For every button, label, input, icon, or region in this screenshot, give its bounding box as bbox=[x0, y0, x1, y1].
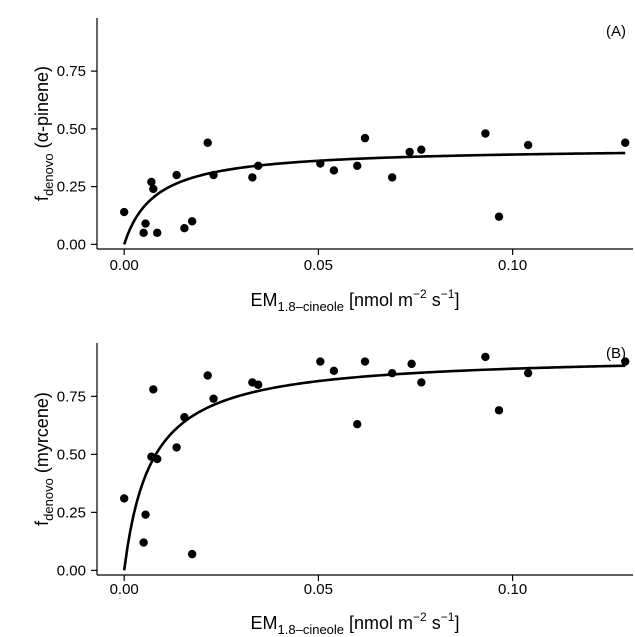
data-point bbox=[180, 413, 189, 422]
data-point bbox=[387, 368, 397, 378]
data-point bbox=[253, 161, 263, 171]
y-tick-label: 0.25 bbox=[57, 179, 86, 196]
x-tick-label: 0.00 bbox=[110, 257, 139, 274]
data-point bbox=[523, 368, 533, 378]
data-point bbox=[329, 366, 339, 376]
y-tick-label: 0.75 bbox=[57, 388, 86, 405]
data-point bbox=[360, 133, 370, 143]
x-tick-label: 0.10 bbox=[498, 257, 527, 274]
data-point bbox=[407, 359, 416, 369]
data-point bbox=[172, 443, 181, 452]
data-point bbox=[187, 217, 197, 226]
data-point bbox=[329, 166, 339, 175]
data-point bbox=[494, 212, 504, 221]
fit-curve bbox=[122, 151, 626, 245]
data-point bbox=[253, 380, 263, 389]
y-tick-label: 0.00 bbox=[57, 562, 86, 579]
data-point bbox=[139, 538, 148, 547]
data-point bbox=[119, 494, 129, 503]
data-point bbox=[141, 510, 150, 519]
x-tick-label: 0.00 bbox=[110, 581, 139, 598]
data-point bbox=[119, 207, 129, 217]
y-tick-label: 0.50 bbox=[57, 121, 86, 138]
x-axis-title: EM1.8–cineole [nmol m−2 s−1] bbox=[251, 287, 460, 314]
data-point bbox=[139, 228, 148, 238]
y-tick-label: 0.00 bbox=[57, 236, 86, 253]
data-point bbox=[141, 219, 150, 228]
data-point bbox=[494, 406, 504, 415]
data-point bbox=[481, 352, 490, 362]
data-point bbox=[353, 161, 362, 171]
y-axis-title: fdenovo (myrcene) bbox=[32, 392, 56, 526]
data-point bbox=[149, 385, 158, 394]
data-point bbox=[621, 138, 630, 147]
data-point bbox=[387, 173, 397, 182]
y-tick-label: 0.50 bbox=[57, 446, 86, 463]
x-axis-title: EM1.8–cineole [nmol m−2 s−1] bbox=[251, 610, 460, 637]
panel-label: (A) bbox=[606, 23, 626, 40]
data-point bbox=[481, 129, 490, 138]
x-tick-label: 0.05 bbox=[304, 257, 333, 274]
data-point bbox=[172, 170, 181, 180]
data-point bbox=[417, 145, 426, 154]
fit-curve bbox=[122, 364, 626, 571]
data-point bbox=[405, 147, 414, 157]
data-point bbox=[149, 184, 158, 194]
data-point bbox=[203, 138, 212, 147]
data-point bbox=[180, 224, 189, 233]
data-point bbox=[203, 371, 212, 380]
y-tick-label: 0.75 bbox=[57, 63, 86, 80]
x-tick-label: 0.05 bbox=[304, 581, 333, 598]
data-point bbox=[248, 173, 257, 182]
y-tick-label: 0.25 bbox=[57, 504, 86, 521]
data-point bbox=[360, 357, 370, 366]
panel-b: 0.00 0.25 0.50 0.75 0.00 0.05 0.10 EM1.8–cineol… bbox=[32, 343, 633, 637]
data-point bbox=[209, 394, 218, 403]
panel-label: (B) bbox=[606, 345, 626, 362]
y-axis-title: fdenovo (α-pinene) bbox=[32, 66, 56, 201]
data-point bbox=[147, 177, 156, 187]
data-point bbox=[187, 549, 197, 559]
data-point bbox=[316, 357, 325, 366]
data-point bbox=[523, 140, 533, 150]
data-point bbox=[353, 420, 362, 429]
panel-a: 0.00 0.25 0.50 0.75 0.00 0.05 0.10 EM1.8–cineol… bbox=[32, 18, 633, 314]
data-point bbox=[153, 454, 162, 464]
data-point bbox=[153, 228, 162, 238]
data-point bbox=[621, 357, 630, 366]
x-tick-label: 0.10 bbox=[498, 581, 527, 598]
data-point bbox=[316, 159, 325, 168]
data-point bbox=[209, 170, 218, 180]
data-point bbox=[417, 378, 426, 387]
